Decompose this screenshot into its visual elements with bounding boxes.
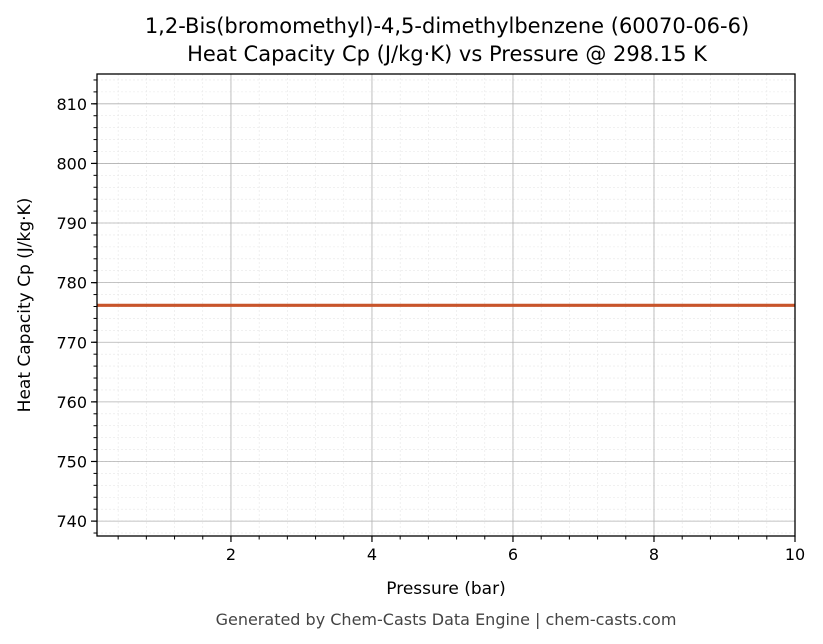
y-tick-label: 770 [56,333,87,352]
x-tick-label: 4 [367,545,377,564]
y-tick-label: 790 [56,214,87,233]
footer-credit: Generated by Chem-Casts Data Engine | ch… [216,610,677,629]
y-tick-label: 780 [56,274,87,293]
x-tick-label: 6 [508,545,518,564]
x-tick-label: 10 [785,545,805,564]
y-tick-label: 760 [56,393,87,412]
axis-ticks [91,79,796,542]
x-axis-label: Pressure (bar) [386,579,505,599]
y-tick-label: 800 [56,154,87,173]
y-tick-label: 750 [56,452,87,471]
x-tick-label: 8 [649,545,659,564]
y-tick-label: 740 [56,512,87,531]
x-tick-label: 2 [226,545,236,564]
major-grid [97,74,795,536]
chart-subtitle: Heat Capacity Cp (J/kg·K) vs Pressure @ … [187,42,708,66]
plot-frame [96,73,796,537]
y-axis-label: Heat Capacity Cp (J/kg·K) [15,198,35,413]
y-tick-label: 810 [56,95,87,114]
chart-title: 1,2-Bis(bromomethyl)-4,5-dimethylbenzene… [145,14,749,38]
